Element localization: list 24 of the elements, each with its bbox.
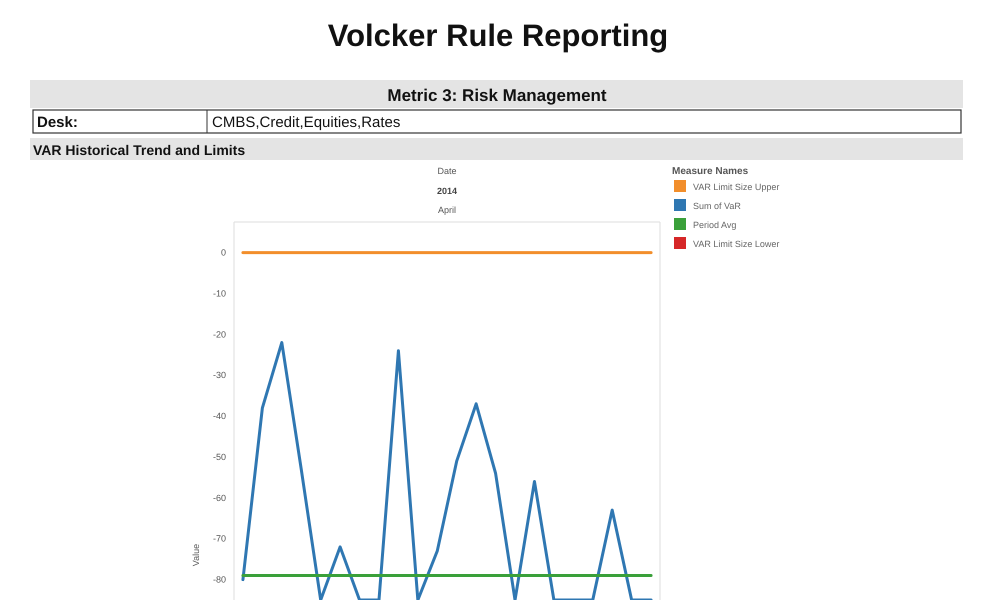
text: VAR Historical Trend and Limits: [33, 142, 246, 158]
y-tick-label: -50: [212, 452, 226, 462]
y-tick-label: -80: [212, 574, 226, 585]
chart-subtitle: Metric 3: Risk Management: [387, 86, 607, 105]
legend-label: VAR Limit Size Lower: [693, 239, 780, 249]
chart-title: Volcker Rule Reporting: [328, 18, 668, 53]
text: Date: [437, 166, 457, 176]
y-tick-label: -30: [212, 370, 226, 380]
text: CMBS,Credit,Equities,Rates: [212, 114, 400, 131]
y-tick-label: -70: [212, 534, 226, 544]
text: April: [438, 205, 456, 215]
legend-title: Measure Names: [672, 166, 749, 177]
legend-label: Sum of VaR: [693, 201, 742, 211]
legend-label: Period Avg: [693, 220, 736, 230]
legend-label: VAR Limit Size Upper: [693, 182, 780, 192]
y-tick-label: -40: [212, 411, 226, 422]
y-tick-label: -10: [212, 288, 226, 299]
y-tick-label: 0: [220, 248, 226, 258]
line-series: [241, 341, 653, 600]
text: Desk:: [37, 114, 78, 131]
y-tick-label: -20: [212, 329, 226, 340]
y-axis-title: Value: [191, 544, 201, 566]
text: 2014: [436, 186, 458, 196]
y-tick-label: -60: [212, 492, 226, 503]
